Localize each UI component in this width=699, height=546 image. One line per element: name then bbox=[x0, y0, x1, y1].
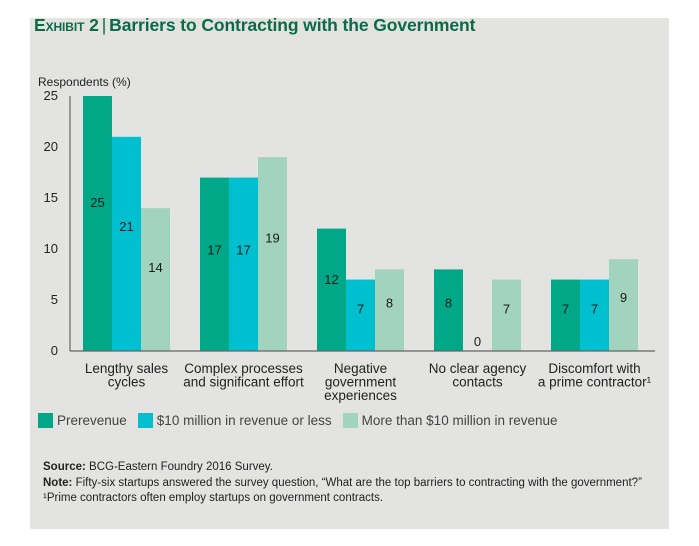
y-ticks: 0 5 10 15 20 25 bbox=[44, 88, 58, 358]
source-text: BCG-Eastern Foundry 2016 Survey. bbox=[85, 461, 273, 473]
y-tick-label: 0 bbox=[51, 343, 58, 358]
category-label: contacts bbox=[452, 375, 503, 390]
bar bbox=[83, 96, 112, 351]
exhibit-title: Exhibit 2 | Barriers to Contracting with t… bbox=[34, 15, 475, 36]
exhibit-label: Exhibit 2 bbox=[34, 15, 99, 35]
category-label: No clear agency bbox=[429, 361, 527, 376]
bar bbox=[346, 279, 375, 351]
y-tick-label: 5 bbox=[51, 292, 58, 307]
y-tick-label: 25 bbox=[44, 88, 58, 103]
bar bbox=[112, 136, 141, 351]
legend-swatch bbox=[342, 413, 358, 428]
y-tick-label: 15 bbox=[44, 190, 58, 205]
legend-item: $10 million in revenue or less bbox=[137, 413, 332, 428]
legend-label: $10 million in revenue or less bbox=[156, 413, 332, 428]
value-label: 14 bbox=[148, 260, 162, 275]
bar bbox=[492, 279, 521, 351]
legend-label: More than $10 million in revenue bbox=[361, 413, 558, 428]
value-label: 8 bbox=[445, 296, 452, 311]
bar bbox=[551, 279, 580, 351]
bar bbox=[434, 269, 463, 351]
category-label: and significant effort bbox=[183, 375, 304, 390]
legend-item: More than $10 million in revenue bbox=[342, 413, 558, 428]
bar bbox=[375, 269, 404, 351]
bar bbox=[141, 208, 170, 351]
value-label: 7 bbox=[562, 302, 569, 317]
value-label: 17 bbox=[207, 242, 221, 257]
value-labels: 25 21 14 17 17 19 12 7 8 8 0 7 7 7 9 bbox=[90, 195, 627, 349]
bar bbox=[580, 279, 609, 351]
title-separator: | bbox=[101, 15, 107, 35]
value-label: 12 bbox=[324, 272, 338, 287]
category-label: Negative bbox=[334, 361, 387, 376]
note-text: Fifty-six startups answered the survey q… bbox=[72, 476, 642, 489]
source-line: Source: BCG-Eastern Foundry 2016 Survey. bbox=[43, 460, 653, 476]
value-label: 0 bbox=[474, 334, 481, 349]
y-tick-label: 10 bbox=[44, 241, 58, 256]
notes: Source: BCG-Eastern Foundry 2016 Survey.… bbox=[43, 460, 653, 507]
bar bbox=[229, 177, 258, 351]
legend-label: Prerevenue bbox=[57, 413, 127, 428]
value-label: 8 bbox=[386, 296, 393, 311]
category-label: government bbox=[325, 375, 397, 390]
y-tick-label: 20 bbox=[44, 139, 58, 154]
value-label: 7 bbox=[503, 302, 510, 317]
value-label: 21 bbox=[119, 219, 133, 234]
value-label: 7 bbox=[591, 302, 598, 317]
bar bbox=[609, 259, 638, 351]
source-label: Source: bbox=[43, 461, 86, 473]
bars bbox=[83, 96, 638, 351]
note-label: Note: bbox=[43, 476, 73, 489]
value-label: 9 bbox=[620, 290, 627, 305]
category-label: Lengthy sales bbox=[85, 361, 169, 376]
legend-item: Prerevenue bbox=[38, 413, 127, 428]
bar bbox=[317, 228, 346, 351]
value-label: 17 bbox=[236, 242, 250, 257]
value-label: 7 bbox=[357, 302, 364, 317]
category-label: experiences bbox=[324, 388, 397, 403]
legend: Prerevenue $10 million in revenue or less… bbox=[38, 413, 569, 428]
y-axis-label: Respondents (%) bbox=[38, 75, 131, 89]
value-label: 25 bbox=[90, 195, 104, 210]
legend-swatch bbox=[38, 413, 53, 428]
bar bbox=[258, 157, 287, 351]
value-label: 19 bbox=[265, 231, 279, 246]
chart-title: Barriers to Contracting with the Governm… bbox=[109, 15, 476, 35]
category-label: cycles bbox=[108, 375, 146, 390]
category-label: a prime contractor¹ bbox=[538, 375, 652, 390]
category-label: Complex processes bbox=[184, 361, 303, 376]
footnote: ¹Prime contractors often employ startups… bbox=[43, 492, 384, 504]
bar bbox=[200, 177, 229, 351]
legend-swatch bbox=[137, 413, 153, 428]
note-line: Note: Fifty-six startups answered the su… bbox=[43, 476, 653, 492]
category-label: Discomfort with bbox=[548, 361, 640, 376]
